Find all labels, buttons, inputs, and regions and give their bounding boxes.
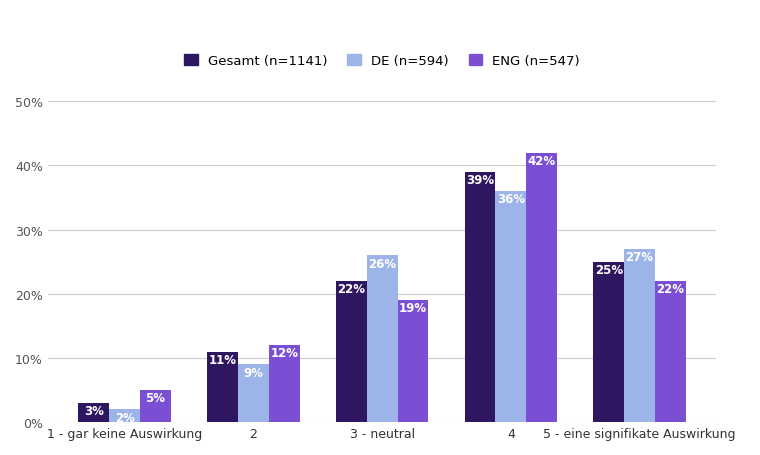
Bar — [269, 345, 299, 422]
Bar — [527, 153, 557, 422]
Text: 27%: 27% — [625, 251, 654, 263]
Text: 2%: 2% — [115, 410, 135, 424]
Text: 42%: 42% — [527, 155, 556, 167]
Text: 19%: 19% — [399, 302, 427, 315]
Bar — [397, 301, 429, 422]
Text: 26%: 26% — [368, 257, 396, 270]
Text: 5%: 5% — [145, 391, 166, 404]
Bar — [140, 390, 171, 422]
Bar — [655, 281, 686, 422]
Text: 11%: 11% — [208, 353, 236, 366]
Bar — [464, 172, 496, 422]
Text: 3%: 3% — [84, 404, 103, 417]
Bar — [496, 192, 527, 422]
Text: 9%: 9% — [243, 366, 264, 379]
Bar — [109, 410, 140, 422]
Bar — [78, 403, 109, 422]
Bar — [624, 249, 655, 422]
Text: 12%: 12% — [271, 347, 298, 359]
Text: 25%: 25% — [594, 263, 622, 276]
Text: 39%: 39% — [466, 174, 494, 187]
Text: 22%: 22% — [337, 283, 366, 296]
Legend: Gesamt (n=1141), DE (n=594), ENG (n=547): Gesamt (n=1141), DE (n=594), ENG (n=547) — [179, 49, 585, 73]
Text: 22%: 22% — [657, 283, 685, 296]
Bar — [366, 256, 397, 422]
Bar — [207, 352, 238, 422]
Text: 36%: 36% — [497, 193, 525, 206]
Bar — [336, 281, 366, 422]
Bar — [594, 262, 624, 422]
Bar — [238, 364, 269, 422]
